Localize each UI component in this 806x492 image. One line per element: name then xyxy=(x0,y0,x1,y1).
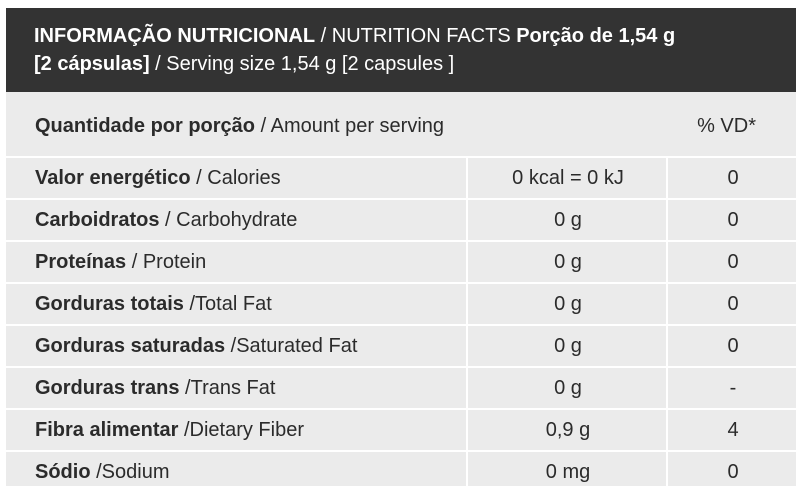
nutrient-separator: / xyxy=(90,461,102,483)
nutrient-separator: / xyxy=(225,335,237,357)
table-row: Valor energético / Calories 0 kcal = 0 k… xyxy=(6,156,796,198)
nutrient-name-pt: Proteínas xyxy=(35,251,127,273)
nutrient-name-pt: Sódio xyxy=(35,461,91,483)
serving-separator: / xyxy=(149,53,167,75)
amount-label-separator: / xyxy=(255,115,271,137)
table-row: Gorduras totais /Total Fat 0 g 0 xyxy=(6,282,796,324)
nutrition-facts-panel: INFORMAÇÃO NUTRICIONAL / NUTRITION FACTS… xyxy=(6,8,796,492)
nutrient-name-pt: Gorduras trans xyxy=(35,377,180,399)
nutrient-name: Proteínas / Protein xyxy=(35,251,206,274)
table-row: Sódio /Sodium 0 mg 0 xyxy=(6,450,796,492)
title-pt: INFORMAÇÃO NUTRICIONAL xyxy=(34,25,316,47)
nutrient-name-en: Calories xyxy=(207,167,281,189)
amount-label-en: Amount per serving xyxy=(270,115,445,137)
nutrient-name: Gorduras totais /Total Fat xyxy=(35,293,272,316)
nutrient-table: Valor energético / Calories 0 kcal = 0 k… xyxy=(6,156,796,492)
nutrient-quantity: 0 g xyxy=(466,326,668,366)
nutrient-name: Valor energético / Calories xyxy=(35,167,281,190)
table-row: Proteínas / Protein 0 g 0 xyxy=(6,240,796,282)
title-en: NUTRITION FACTS xyxy=(331,25,511,47)
nutrient-name-en: Protein xyxy=(142,251,207,273)
nutrient-separator: / xyxy=(179,377,191,399)
nutrient-quantity: 0,9 g xyxy=(466,410,668,450)
nutrient-daily-value: 0 xyxy=(666,200,798,240)
nutrient-daily-value: 0 xyxy=(666,284,798,324)
header-line-2: [2 cápsulas] / Serving size 1,54 g [2 ca… xyxy=(34,50,782,78)
nutrient-name-pt: Carboidratos xyxy=(35,209,160,231)
nutrient-name-pt: Gorduras totais xyxy=(35,293,184,315)
nutrient-quantity: 0 g xyxy=(466,200,668,240)
nutrient-daily-value: 0 xyxy=(666,242,798,282)
table-row: Gorduras saturadas /Saturated Fat 0 g 0 xyxy=(6,324,796,366)
nutrient-quantity: 0 mg xyxy=(466,452,668,492)
nutrient-separator: / xyxy=(126,251,143,273)
table-row: Carboidratos / Carbohydrate 0 g 0 xyxy=(6,198,796,240)
nutrient-name-en: Saturated Fat xyxy=(236,335,358,357)
nutrient-name: Gorduras trans /Trans Fat xyxy=(35,377,275,400)
nutrient-name-pt: Gorduras saturadas xyxy=(35,335,226,357)
table-row: Gorduras trans /Trans Fat 0 g - xyxy=(6,366,796,408)
amount-per-serving-row: Quantidade por porção / Amount per servi… xyxy=(6,100,796,156)
nutrition-header: INFORMAÇÃO NUTRICIONAL / NUTRITION FACTS… xyxy=(6,8,796,92)
nutrient-daily-value: 0 xyxy=(666,326,798,366)
nutrient-separator: / xyxy=(190,167,208,189)
amount-label-pt: Quantidade por porção xyxy=(35,115,256,137)
nutrient-name: Carboidratos / Carbohydrate xyxy=(35,209,297,232)
table-row: Fibra alimentar /Dietary Fiber 0,9 g 4 xyxy=(6,408,796,450)
title-separator: / xyxy=(315,25,332,47)
nutrient-separator: / xyxy=(159,209,177,231)
header-line-1: INFORMAÇÃO NUTRICIONAL / NUTRITION FACTS… xyxy=(34,22,782,50)
nutrient-name-en: Trans Fat xyxy=(190,377,276,399)
nutrient-quantity: 0 g xyxy=(466,368,668,408)
nutrient-quantity: 0 g xyxy=(466,284,668,324)
nutrient-daily-value: 0 xyxy=(666,158,798,198)
amount-label: Quantidade por porção / Amount per servi… xyxy=(35,115,444,138)
nutrient-separator: / xyxy=(183,293,196,315)
nutrient-daily-value: 0 xyxy=(666,452,798,492)
nutrient-name-en: Total Fat xyxy=(195,293,272,315)
vd-column-header: % VD* xyxy=(697,115,756,137)
nutrient-name-en: Carbohydrate xyxy=(176,209,298,231)
nutrient-quantity: 0 kcal = 0 kJ xyxy=(466,158,668,198)
nutrient-name: Fibra alimentar /Dietary Fiber xyxy=(35,419,304,442)
serving-pt: Porção de 1,54 g xyxy=(510,25,676,47)
nutrient-name-pt: Valor energético xyxy=(35,167,191,189)
nutrient-name-pt: Fibra alimentar xyxy=(35,419,179,441)
nutrient-daily-value: 4 xyxy=(666,410,798,450)
nutrient-name: Gorduras saturadas /Saturated Fat xyxy=(35,335,357,358)
nutrient-separator: / xyxy=(178,419,190,441)
nutrient-daily-value: - xyxy=(666,368,798,408)
serving-pt-capsules: [2 cápsulas] xyxy=(34,53,150,75)
nutrient-quantity: 0 g xyxy=(466,242,668,282)
nutrient-name-en: Dietary Fiber xyxy=(189,419,304,441)
serving-en: Serving size 1,54 g [2 capsules ] xyxy=(166,53,455,75)
nutrient-name: Sódio /Sodium xyxy=(35,461,169,484)
nutrient-name-en: Sodium xyxy=(101,461,170,483)
